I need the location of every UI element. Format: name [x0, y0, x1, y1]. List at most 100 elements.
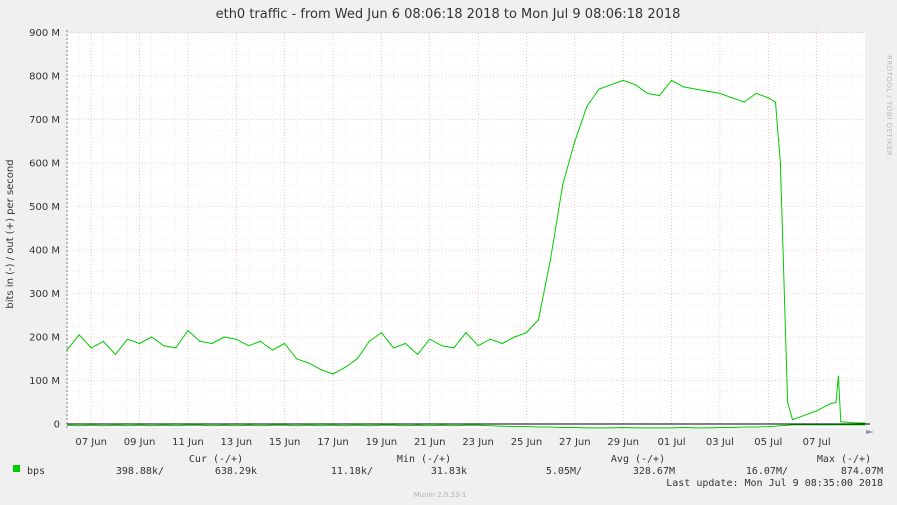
x-tick-label: 05 Jul [754, 437, 782, 448]
x-tick-label: 01 Jul [658, 437, 686, 448]
data-point [417, 353, 419, 355]
data-point [392, 347, 395, 349]
data-point [598, 88, 600, 90]
series-line-out [66, 424, 865, 429]
y-tick-label: 0 [54, 420, 60, 431]
y-tick-label: 600 M [29, 159, 60, 170]
legend-avg-in: 5.05M/ [546, 466, 582, 477]
data-point [356, 358, 358, 360]
data-point [562, 184, 564, 186]
data-point [501, 342, 503, 345]
legend-min-in: 11.18k/ [331, 466, 373, 477]
data-point [670, 79, 673, 81]
data-point [259, 340, 262, 342]
data-point [840, 421, 842, 423]
data-point [683, 86, 685, 88]
data-point [695, 88, 697, 90]
data-point [211, 342, 213, 345]
data-point [187, 329, 189, 332]
data-point [489, 338, 491, 340]
data-point [368, 340, 370, 342]
data-point [610, 84, 612, 86]
plot-area [67, 33, 865, 428]
data-point [453, 347, 455, 349]
data-point [78, 334, 80, 336]
data-point [707, 90, 709, 92]
data-point [828, 403, 830, 405]
data-point [404, 342, 407, 345]
y-tick-label: 200 M [29, 333, 60, 344]
legend-header-max: Max (-/+) [817, 454, 871, 465]
grid [67, 30, 865, 424]
data-point [284, 342, 286, 345]
data-point [477, 345, 479, 347]
legend-header-cur: Cur (-/+) [189, 454, 243, 465]
x-tick-label: 11 Jun [172, 437, 204, 448]
data-point [755, 92, 757, 94]
data-point [525, 332, 528, 334]
data-point [175, 347, 177, 349]
data-point [537, 319, 540, 321]
y-tick-label: 100 M [29, 376, 60, 387]
data-point [779, 162, 782, 164]
data-point [634, 84, 636, 86]
x-tick-label: 07 Jul [803, 437, 831, 448]
data-point [441, 345, 443, 347]
data-point [332, 373, 334, 375]
data-point [719, 92, 721, 94]
x-tick-label: 13 Jun [221, 437, 253, 448]
data-point [816, 410, 818, 412]
data-point [791, 419, 794, 421]
data-point [429, 338, 431, 340]
data-point [622, 79, 624, 81]
data-point [151, 336, 153, 338]
data-point [852, 422, 854, 424]
data-point [223, 336, 225, 338]
data-point [296, 358, 298, 360]
legend-cur-out: 638.29k [215, 466, 257, 477]
chart-title: eth0 traffic - from Wed Jun 6 08:06:18 2… [216, 7, 681, 22]
data-point [138, 342, 141, 345]
legend-max-out: 874.07M [841, 466, 883, 477]
data-point [513, 336, 516, 338]
data-point [163, 345, 165, 347]
y-tick-label: 300 M [29, 289, 60, 300]
data-point [199, 340, 201, 342]
last-update: Last update: Mon Jul 9 08:35:00 2018 [666, 478, 883, 489]
data-point [102, 340, 104, 342]
y-tick-label: 700 M [29, 115, 60, 126]
data-point [774, 101, 777, 103]
legend-cur-in: 398.88k/ [116, 466, 164, 477]
data-point [271, 349, 274, 351]
x-tick-label: 27 Jun [559, 437, 591, 448]
legend-header-avg: Avg (-/+) [611, 454, 665, 465]
data-point [344, 366, 346, 368]
x-tick-label: 21 Jun [414, 437, 446, 448]
data-point [835, 401, 837, 403]
data-point [803, 414, 806, 416]
data-point [235, 338, 237, 340]
data-point [787, 401, 789, 403]
data-point [658, 95, 661, 97]
data-point [308, 362, 310, 364]
y-tick-label: 900 M [29, 28, 60, 39]
legend-min-out: 31.83k [431, 466, 467, 477]
data-point [247, 345, 249, 347]
data-point [380, 332, 382, 334]
y-tick-label: 800 M [29, 72, 60, 83]
data-point [574, 140, 576, 142]
x-tick-label: 09 Jun [124, 437, 156, 448]
data-point [90, 347, 92, 349]
legend-series-name: bps [27, 466, 45, 477]
legend-avg-out: 328.67M [633, 466, 675, 477]
y-tick-label: 400 M [29, 246, 60, 257]
munin-version: Munin 2.0.33-1 [414, 491, 467, 499]
legend-header-min: Min (-/+) [397, 454, 451, 465]
x-tick-label: 29 Jun [607, 437, 639, 448]
x-tick-label: 17 Jun [317, 437, 349, 448]
data-point [550, 258, 552, 260]
data-point [767, 97, 769, 99]
series-layer [66, 79, 866, 429]
x-tick-label: 07 Jun [75, 437, 107, 448]
